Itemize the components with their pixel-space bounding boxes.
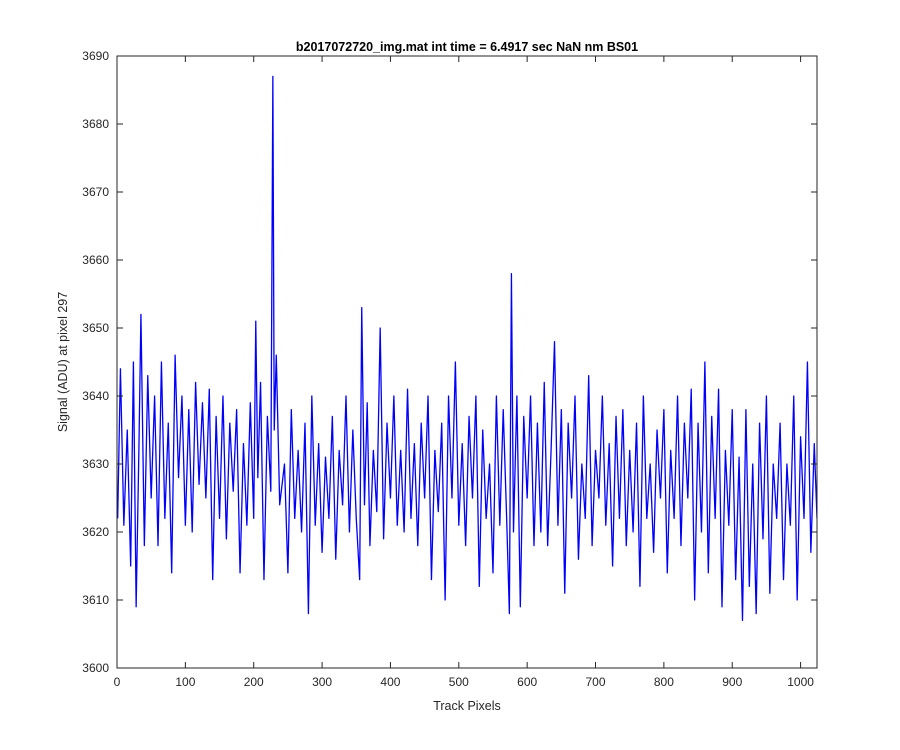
y-tick-label: 3660 (82, 253, 109, 267)
x-tick-label: 600 (517, 675, 537, 689)
y-tick-label: 3680 (82, 117, 109, 131)
y-tick-label: 3600 (82, 661, 109, 675)
y-tick-label: 3690 (82, 49, 109, 63)
x-tick-label: 900 (722, 675, 742, 689)
x-axis-ticks: 0 100 200 300 400 500 600 700 800 900 1000 (114, 56, 814, 689)
axes-background (117, 56, 817, 668)
axes-box (116, 55, 818, 669)
x-axis-label: Track Pixels (433, 699, 501, 713)
series-line (117, 75, 817, 622)
y-tick-label: 3640 (82, 389, 109, 403)
x-tick-label: 800 (654, 675, 674, 689)
x-tick-label: 300 (312, 675, 332, 689)
chart-title: b2017072720_img.mat int time = 6.4917 se… (296, 40, 638, 54)
y-axis-ticks: 3600 3610 3620 3630 3640 3650 3660 3670 3680 3690 (82, 49, 817, 675)
x-tick-label: 200 (244, 675, 264, 689)
x-tick-label: 700 (586, 675, 606, 689)
x-tick-label: 400 (380, 675, 400, 689)
x-tick-label: 0 (114, 675, 121, 689)
y-tick-label: 3650 (82, 321, 109, 335)
y-tick-label: 3670 (82, 185, 109, 199)
y-tick-label: 3620 (82, 525, 109, 539)
y-axis-label: Signal (ADU) at pixel 297 (56, 292, 70, 432)
y-tick-label: 3610 (82, 593, 109, 607)
x-tick-label: 500 (449, 675, 469, 689)
y-tick-label: 3630 (82, 457, 109, 471)
x-tick-label: 100 (175, 675, 195, 689)
x-tick-label: 1000 (787, 675, 814, 689)
plot-area (117, 75, 817, 622)
